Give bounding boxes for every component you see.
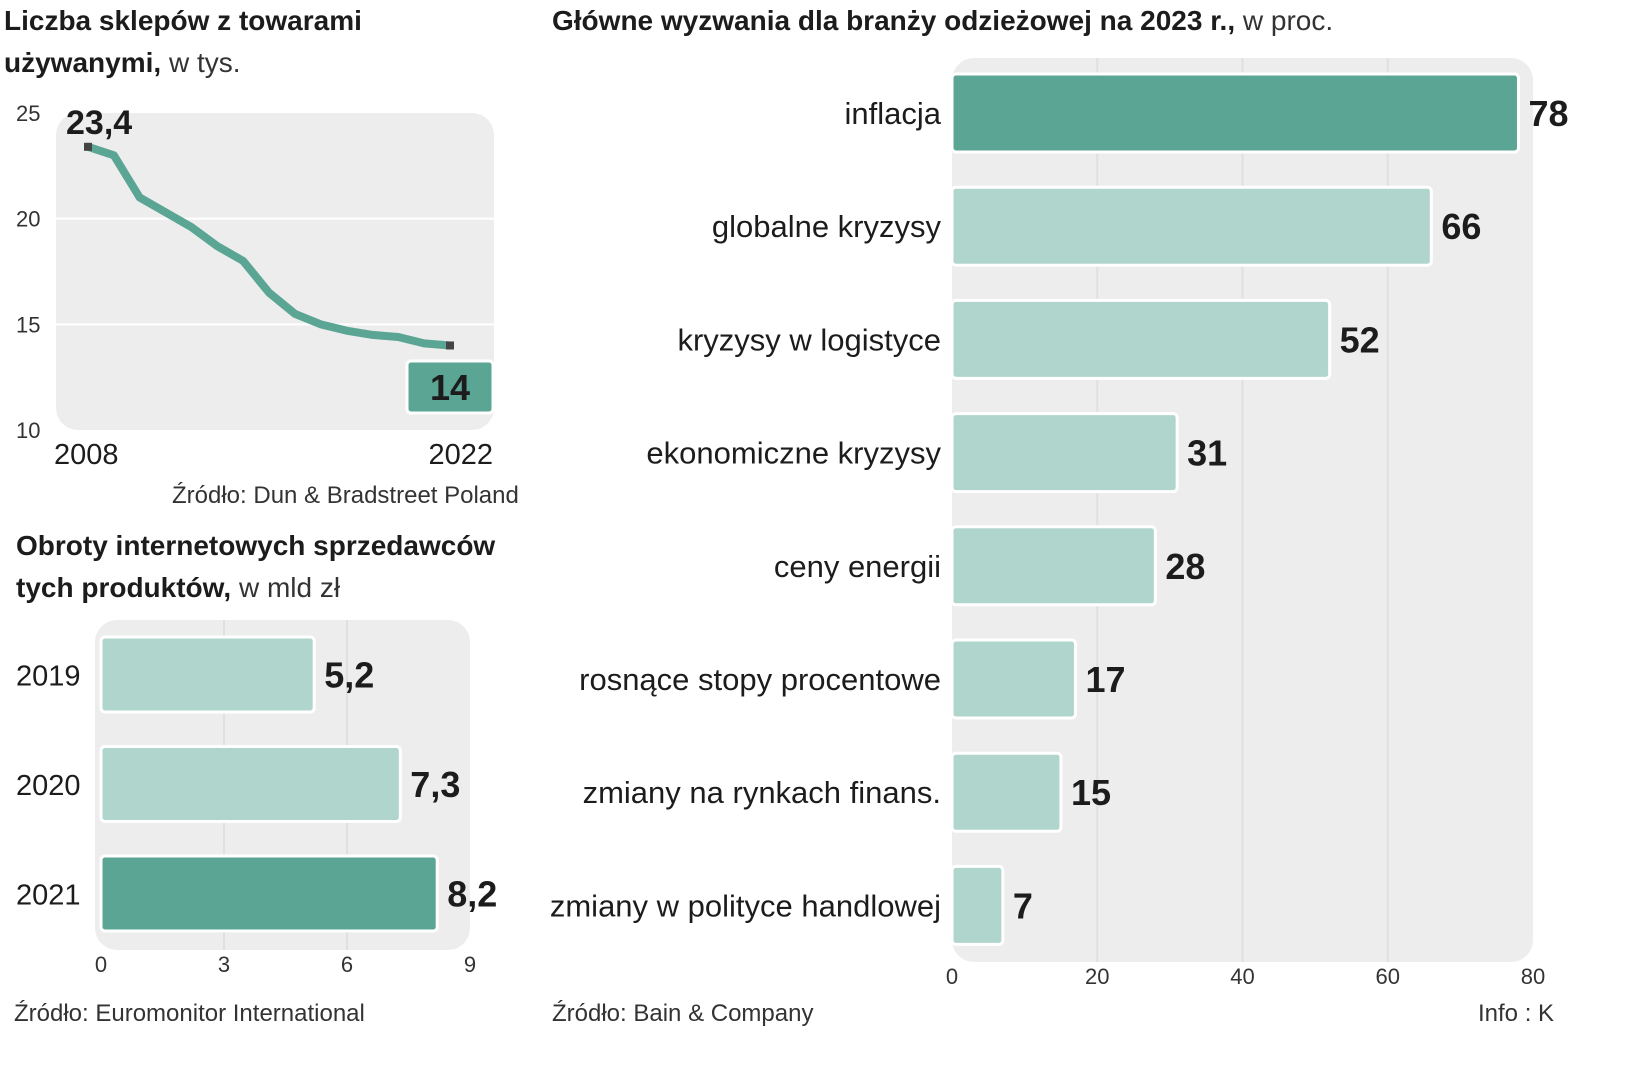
online-title-line1: Obroty internetowych sprzedawców: [16, 530, 496, 561]
challenges-bar: [950, 864, 1005, 946]
challenges-category-label: globalne kryzysy: [712, 209, 942, 244]
challenges-bar: [950, 525, 1157, 607]
challenges-title-unit: w proc.: [1242, 5, 1334, 36]
shops-x-tick-label: 2008: [54, 439, 119, 471]
challenges-bar: [950, 72, 1520, 154]
challenges-value-label: 7: [1013, 885, 1033, 926]
challenges-value-label: 28: [1165, 546, 1205, 587]
online-chart-title: Obroty internetowych sprzedawców tych pr…: [16, 525, 495, 609]
credit-label: Info : K: [1478, 1000, 1555, 1027]
shops-start-value-label: 23,4: [66, 104, 132, 142]
online-bar: [99, 635, 316, 714]
shops-start-marker: [84, 142, 92, 151]
online-x-tick-label: 3: [218, 952, 230, 977]
challenges-x-tick-label: 60: [1376, 964, 1400, 989]
online-x-tick-label: 9: [464, 952, 476, 977]
challenges-x-tick-label: 80: [1521, 964, 1545, 989]
online-value-label: 8,2: [447, 874, 497, 915]
challenges-value-label: 17: [1085, 659, 1125, 700]
online-x-tick-label: 0: [95, 952, 107, 977]
challenges-value-label: 15: [1071, 772, 1111, 813]
challenges-bar: [950, 185, 1433, 267]
challenges-category-label: zmiany w polityce handlowej: [550, 888, 941, 923]
shops-title-line2: używanymi,: [4, 47, 162, 78]
shops-chart-title: Liczba sklepów z towarami używanymi, w t…: [4, 0, 362, 84]
challenges-category-label: kryzysy w logistyce: [677, 322, 941, 357]
challenges-category-label: inflacja: [845, 96, 942, 131]
online-x-tick-label: 6: [341, 952, 353, 977]
shops-end-value-box: [405, 359, 495, 415]
shops-source: Źródło: Dun & Bradstreet Poland: [172, 482, 519, 509]
challenges-value-label: 78: [1528, 93, 1568, 134]
challenges-x-tick-label: 40: [1230, 964, 1254, 989]
challenges-value-label: 31: [1187, 433, 1227, 474]
challenges-bar: [950, 298, 1332, 380]
challenges-category-label: ekonomiczne kryzysy: [646, 436, 941, 471]
online-category-label: 2019: [16, 661, 81, 693]
challenges-bar: [950, 412, 1179, 494]
shops-y-tick-label: 15: [16, 312, 40, 337]
online-title-unit: w mld zł: [238, 572, 341, 603]
challenges-bar: [950, 751, 1063, 833]
online-bar: [99, 854, 439, 933]
shops-x-tick-label: 2022: [428, 439, 493, 471]
challenges-title-bold: Główne wyzwania dla branży odzieżowej na…: [552, 5, 1236, 36]
shops-y-tick-label: 10: [16, 418, 40, 443]
online-bar: [99, 745, 402, 823]
shops-series-line: [84, 142, 454, 350]
shops-end-marker: [446, 341, 454, 350]
challenges-category-label: ceny energii: [774, 549, 941, 584]
shops-title-unit: w tys.: [168, 47, 241, 78]
online-source: Źródło: Euromonitor International: [14, 1000, 365, 1027]
challenges-x-tick-label: 0: [946, 964, 958, 989]
challenges-bar: [950, 638, 1077, 720]
online-category-label: 2020: [16, 770, 81, 802]
challenges-category-label: zmiany na rynkach finans.: [583, 775, 941, 810]
challenges-chart-title: Główne wyzwania dla branży odzieżowej na…: [552, 0, 1333, 42]
challenges-category-label: rosnące stopy procentowe: [579, 662, 941, 697]
online-value-label: 7,3: [410, 764, 460, 805]
shops-y-tick-label: 20: [16, 207, 40, 232]
challenges-x-tick-label: 20: [1085, 964, 1109, 989]
challenges-value-label: 52: [1340, 319, 1380, 360]
online-category-label: 2021: [16, 880, 81, 912]
shops-title-line1: Liczba sklepów z towarami: [4, 5, 362, 36]
shops-plot-panel: [56, 113, 494, 430]
shops-y-tick-label: 25: [16, 101, 40, 126]
online-title-line2: tych produktów,: [16, 572, 232, 603]
shops-end-value-label: 14: [430, 367, 470, 408]
online-value-label: 5,2: [324, 655, 374, 696]
challenges-source: Źródło: Bain & Company: [552, 1000, 814, 1027]
challenges-value-label: 66: [1441, 206, 1481, 247]
